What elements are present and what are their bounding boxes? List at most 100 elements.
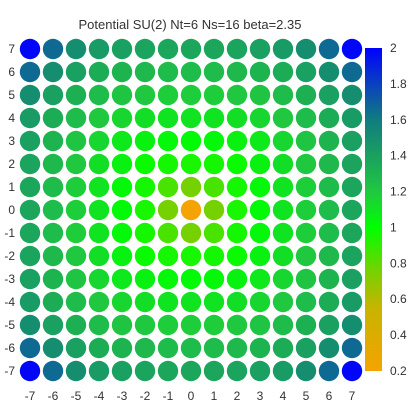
data-point xyxy=(19,130,41,152)
colorbar-ticks: 2 1.8 1.6 1.4 1.2 1 0.8 0.6 0.4 0.2 xyxy=(390,41,407,378)
data-point xyxy=(341,245,363,267)
x-axis-ticks: -7 -6 -5 -4 -3 -2 -1 0 1 2 3 4 5 6 7 xyxy=(25,389,356,403)
data-point xyxy=(249,176,271,198)
y-tick-label: -4 xyxy=(4,295,15,309)
x-tick-label: 0 xyxy=(188,389,195,403)
data-point xyxy=(134,176,156,198)
data-point xyxy=(42,153,64,175)
data-point xyxy=(272,268,294,290)
data-point xyxy=(341,38,363,60)
data-point xyxy=(157,222,179,244)
data-point xyxy=(157,268,179,290)
y-tick-label: 4 xyxy=(8,111,15,125)
data-point xyxy=(65,222,87,244)
x-tick-label: 1 xyxy=(211,389,218,403)
colorbar-tick-label: 1.4 xyxy=(390,149,407,163)
data-point xyxy=(295,61,317,83)
data-point xyxy=(19,314,41,336)
data-point xyxy=(203,268,225,290)
data-point xyxy=(226,61,248,83)
data-point xyxy=(226,84,248,106)
data-point xyxy=(157,291,179,313)
x-tick-label: 4 xyxy=(280,389,287,403)
data-point xyxy=(88,245,110,267)
data-point xyxy=(318,291,340,313)
data-point xyxy=(203,337,225,359)
data-point xyxy=(249,314,271,336)
y-tick-label: -2 xyxy=(4,249,15,263)
data-point xyxy=(111,314,133,336)
data-point xyxy=(295,130,317,152)
y-tick-label: -3 xyxy=(4,272,15,286)
data-point xyxy=(19,291,41,313)
data-point xyxy=(42,222,64,244)
data-point xyxy=(226,199,248,221)
colorbar-tick-label: 2 xyxy=(390,41,397,55)
data-point xyxy=(203,360,225,382)
data-point xyxy=(226,153,248,175)
data-point xyxy=(341,222,363,244)
data-point xyxy=(226,222,248,244)
data-point xyxy=(341,107,363,129)
y-tick-label: 3 xyxy=(8,134,15,148)
data-point xyxy=(19,337,41,359)
data-point xyxy=(88,291,110,313)
data-point xyxy=(249,130,271,152)
data-point xyxy=(111,245,133,267)
data-point xyxy=(157,84,179,106)
data-point xyxy=(111,107,133,129)
data-point xyxy=(157,38,179,60)
data-point xyxy=(88,199,110,221)
data-point xyxy=(134,360,156,382)
x-tick-label: -1 xyxy=(163,389,174,403)
data-point xyxy=(19,61,41,83)
data-point xyxy=(203,107,225,129)
y-tick-label: 2 xyxy=(8,157,15,171)
x-tick-label: 7 xyxy=(349,389,356,403)
data-point xyxy=(341,360,363,382)
x-tick-label: 6 xyxy=(326,389,333,403)
data-point xyxy=(19,38,41,60)
data-point xyxy=(249,245,271,267)
data-point xyxy=(134,222,156,244)
data-point xyxy=(134,199,156,221)
data-point xyxy=(341,199,363,221)
data-point xyxy=(19,153,41,175)
data-point xyxy=(180,84,202,106)
data-point xyxy=(341,337,363,359)
data-point xyxy=(88,222,110,244)
y-tick-label: -7 xyxy=(4,364,15,378)
data-point xyxy=(88,314,110,336)
y-tick-label: -6 xyxy=(4,341,15,355)
data-point xyxy=(42,84,64,106)
data-point xyxy=(65,84,87,106)
plot-area xyxy=(19,38,363,382)
data-point xyxy=(341,153,363,175)
data-point xyxy=(88,268,110,290)
colorbar-tick-label: 0.6 xyxy=(390,292,407,306)
data-point xyxy=(65,268,87,290)
data-point xyxy=(65,38,87,60)
data-point xyxy=(272,176,294,198)
y-axis-ticks: 7 6 5 4 3 2 1 0 -1 -2 -3 -4 -5 -6 -7 xyxy=(4,42,15,378)
data-point xyxy=(295,337,317,359)
data-point xyxy=(295,360,317,382)
colorbar-tick-label: 0.2 xyxy=(390,364,407,378)
data-point xyxy=(341,314,363,336)
data-point xyxy=(203,291,225,313)
colorbar-tick-label: 1.2 xyxy=(390,185,407,199)
data-point xyxy=(295,314,317,336)
y-tick-label: -1 xyxy=(4,226,15,240)
data-point xyxy=(111,38,133,60)
data-point xyxy=(42,360,64,382)
data-point xyxy=(111,61,133,83)
data-point xyxy=(295,222,317,244)
data-point xyxy=(226,245,248,267)
data-point xyxy=(134,107,156,129)
data-point xyxy=(318,245,340,267)
data-point xyxy=(318,337,340,359)
data-point xyxy=(180,153,202,175)
data-point xyxy=(180,337,202,359)
data-point xyxy=(203,222,225,244)
data-point xyxy=(295,199,317,221)
